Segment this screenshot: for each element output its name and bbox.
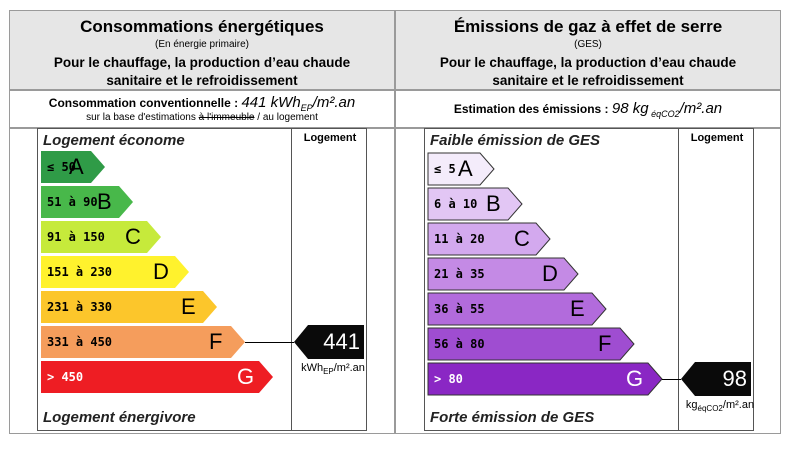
energy-bar-e: 231 à 330 E [41,291,217,323]
energy-bar-letter: G [237,364,255,389]
energy-bar-letter: E [181,294,196,319]
ges-bar-range: ≤ 5 [434,162,456,176]
ges-rating-connector [662,379,681,380]
ges-bar-range: 11 à 20 [434,232,485,246]
energy-bar-range: 151 à 230 [47,265,113,279]
energy-bar-f: 331 à 450 F [41,326,245,358]
energy-bar-b: 51 à 90 B [41,186,133,218]
energy-bar-letter: A [69,154,84,179]
ges-subtitle: (GES) [574,39,602,50]
energy-description-line2: sanitaire et le refroidissement [106,73,298,88]
ges-bar-letter: E [570,296,585,321]
energy-bar-range: 231 à 330 [47,300,113,314]
ges-bar-letter: C [514,226,530,251]
energy-column-divider [291,129,292,430]
energy-bar-range: > 450 [47,370,84,384]
ges-estimate-value: 98 kg éqCO2/m².an [611,100,723,119]
ges-column-header: Logement [690,132,744,144]
energy-consumption-label: Consommation conventionnelle : [48,96,242,110]
energy-rating-unit: kWhEP/m².an [301,362,365,377]
energy-bottom-label: Logement énergivore [43,409,196,426]
ges-description-line2: sanitaire et le refroidissement [492,73,684,88]
energy-consumption-value: 441 kWhEP/m².an [241,94,356,113]
energy-column-header: Logement [303,132,357,144]
ges-description-line1: Pour le chauffage, la production d’eau c… [439,55,737,70]
energy-title: Consommations énergétiques [80,17,324,36]
energy-bar-letter: B [97,189,112,214]
ges-bar-range: > 80 [434,372,463,386]
energy-rating-value: 441 [323,329,360,354]
energy-bar-d: 151 à 230 D [41,256,189,288]
energy-consumption-box: Consommation conventionnelle : 441 kWhEP… [9,90,395,128]
energy-bar-letter: C [125,224,141,249]
energy-bar-c: 91 à 150 C [41,221,161,253]
energy-top-label: Logement économe [43,132,185,149]
energy-description-line1: Pour le chauffage, la production d’eau c… [53,55,351,70]
ges-header: Émissions de gaz à effet de serre (GES) … [395,10,781,90]
ges-bar-range: 36 à 55 [434,302,485,316]
ges-bar-e: 36 à 55 E [427,292,607,326]
ges-column-divider [678,129,679,430]
energy-bar-letter: D [153,259,169,284]
ges-bar-b: 6 à 10 B [427,187,523,221]
energy-basis-note: sur la base d'estimations à l'immeuble /… [86,112,318,123]
ges-bar-d: 21 à 35 D [427,257,579,291]
energy-header: Consommations énergétiques (En énergie p… [9,10,395,90]
ges-bar-letter: B [486,191,501,216]
ges-bottom-label: Forte émission de GES [430,409,595,426]
energy-bar-letter: F [209,329,223,354]
ges-top-label: Faible émission de GES [430,132,601,149]
ges-bar-letter: F [598,331,612,356]
ges-bar-letter: D [542,261,558,286]
energy-bar-range: 51 à 90 [47,195,98,209]
energy-bar-g: > 450 G [41,361,273,393]
ges-bar-range: 6 à 10 [434,197,478,211]
energy-rating-marker: 441 [294,325,364,359]
energy-rating-connector [245,342,294,343]
ges-title: Émissions de gaz à effet de serre [453,17,723,36]
ges-estimate-box: Estimation des émissions : 98 kg éqCO2/m… [395,90,781,128]
ges-rating-marker: 98 [681,362,751,396]
ges-bar-f: 56 à 80 F [427,327,635,361]
ges-bar-range: 56 à 80 [434,337,485,351]
ges-bar-g: > 80 G [427,362,663,396]
energy-subtitle: (En énergie primaire) [155,39,249,50]
ges-estimate-label: Estimation des émissions : [453,102,612,116]
ges-bar-c: 11 à 20 C [427,222,551,256]
energy-bar-range: 91 à 150 [47,230,105,244]
energy-bar-a: ≤ 50 A [41,151,105,183]
ges-bar-range: 21 à 35 [434,267,485,281]
energy-bar-range: ≤ 50 [47,160,76,174]
ges-rating-unit: kgéqCO2/m².an [685,399,755,414]
ges-bar-letter: A [458,156,473,181]
energy-bar-range: 331 à 450 [47,335,113,349]
ges-rating-value: 98 [722,366,747,391]
ges-bar-letter: G [626,366,644,391]
